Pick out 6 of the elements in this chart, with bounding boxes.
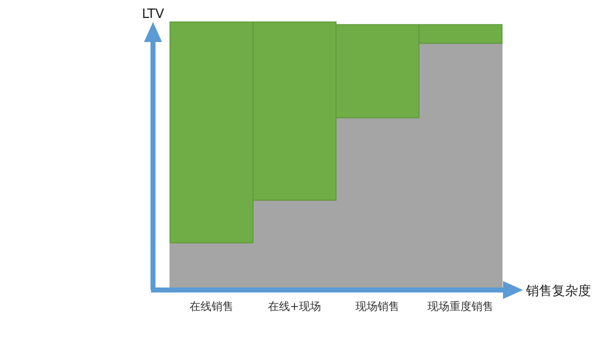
x-tick-label: 在线销售	[190, 300, 234, 313]
x-tick-label: 现场销售	[356, 300, 400, 313]
x-tick-label: 现场重度销售	[428, 300, 494, 313]
y-axis-title: LTV	[142, 7, 164, 22]
x-tick-label: 在线+现场	[268, 300, 322, 313]
x-axis-title: 销售复杂度	[525, 283, 591, 299]
